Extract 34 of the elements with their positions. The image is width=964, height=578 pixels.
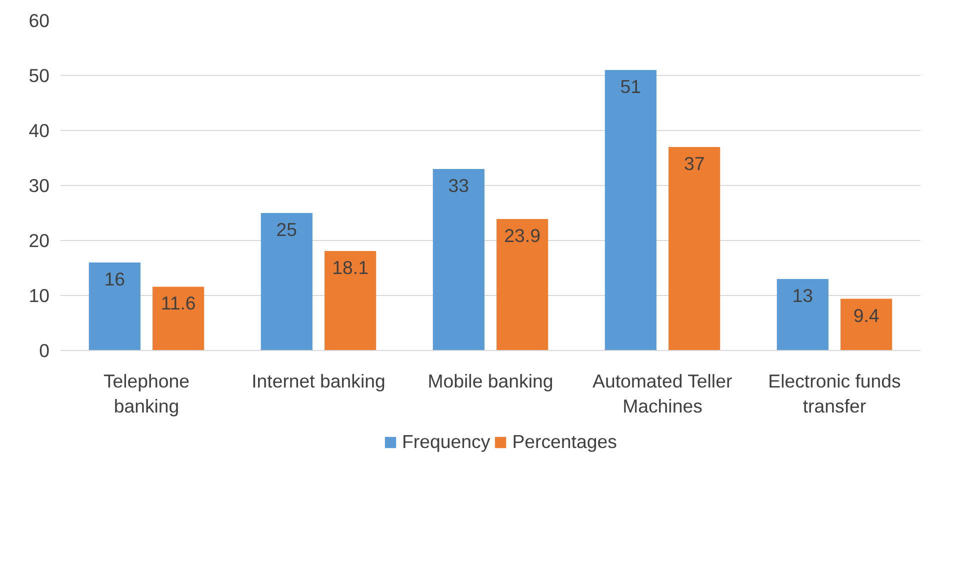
x-tick-label: Telephone banking xyxy=(103,370,190,417)
bar xyxy=(840,298,892,350)
bar xyxy=(260,213,312,350)
data-label: 18.1 xyxy=(332,256,368,278)
bar xyxy=(432,169,484,350)
data-label: 13 xyxy=(792,285,814,306)
y-tick-label: 40 xyxy=(28,120,50,141)
legend-label: Percentages xyxy=(512,430,617,452)
data-label: 25 xyxy=(276,219,298,240)
bar xyxy=(88,262,140,350)
data-label: 37 xyxy=(684,153,705,174)
y-tick-label: 30 xyxy=(28,175,50,196)
y-tick-label: 60 xyxy=(28,10,50,31)
legend-label: Frequency xyxy=(402,430,490,452)
y-tick-label: 50 xyxy=(28,65,50,86)
data-label: 23.9 xyxy=(504,225,540,246)
x-tick-label: Electronic funds transfer xyxy=(768,370,901,417)
bar xyxy=(668,147,720,350)
bar xyxy=(604,70,656,350)
bar xyxy=(496,219,548,350)
x-tick-label: Automated Teller Machines xyxy=(592,370,732,417)
data-label: 11.6 xyxy=(160,292,196,314)
y-tick-label: 10 xyxy=(28,285,50,306)
data-label: 16 xyxy=(104,268,126,290)
data-label: 9.4 xyxy=(853,304,880,326)
y-tick-label: 0 xyxy=(39,340,50,361)
bar xyxy=(776,279,828,350)
bar xyxy=(152,286,204,350)
bar xyxy=(324,250,376,350)
x-tick-label: Internet banking xyxy=(252,370,386,392)
y-tick-label: 20 xyxy=(28,230,50,251)
data-label: 33 xyxy=(448,175,470,196)
x-tick-label: Mobile banking xyxy=(428,370,554,392)
data-label: 51 xyxy=(620,76,642,97)
